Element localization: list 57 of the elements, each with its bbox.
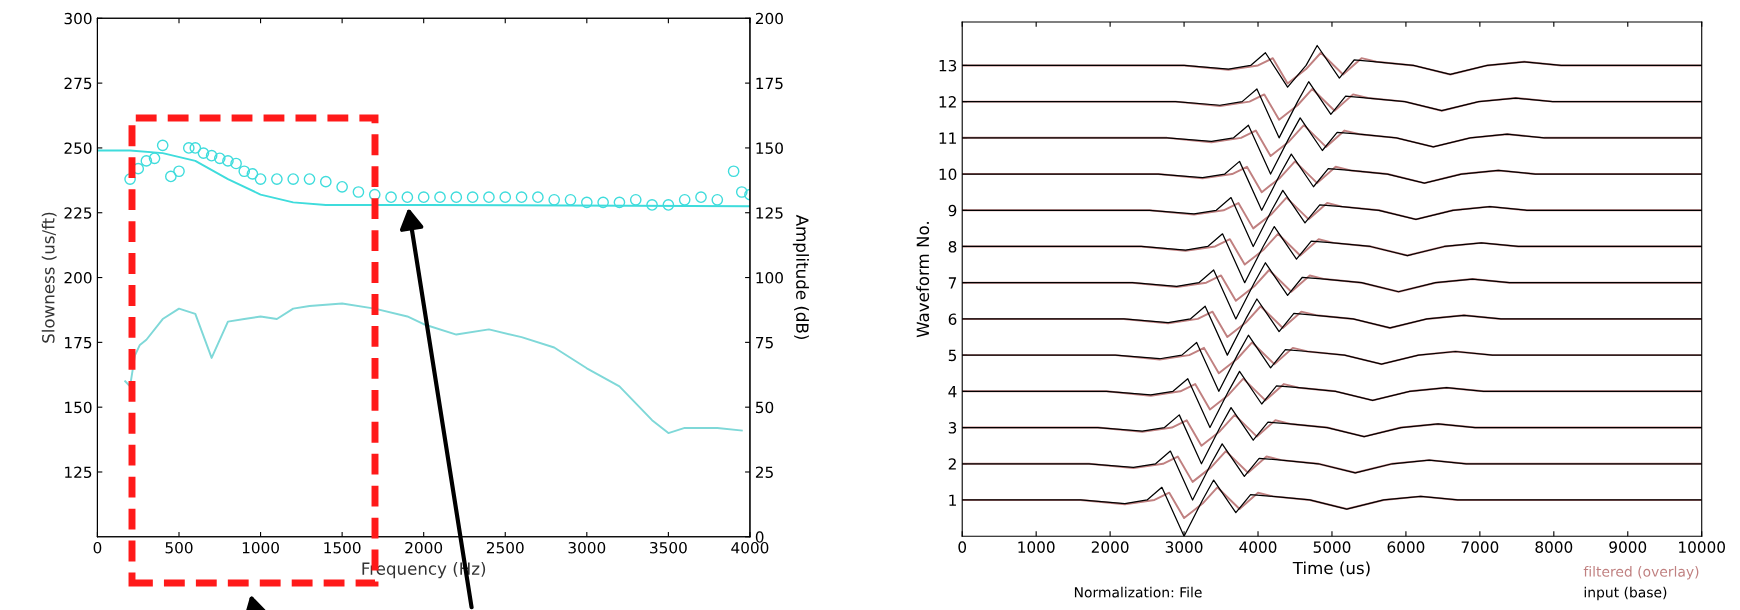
y-tick-label: 200 <box>64 272 92 284</box>
y2-tick-label: 100 <box>756 272 783 284</box>
y2-tick-label: 50 <box>755 401 774 414</box>
x-tick-label: 2000 <box>1091 541 1129 553</box>
text: Normalization: File <box>1074 586 1202 598</box>
x-tick-label: 5000 <box>1313 541 1351 553</box>
y-tick-label: 150 <box>65 401 92 414</box>
y2-tick-label: 0 <box>755 531 764 543</box>
y-tick-label: 225 <box>64 207 92 219</box>
x-tick-label: 1500 <box>324 541 361 554</box>
x-tick-label: 7000 <box>1461 541 1499 553</box>
y-tick-label: 11 <box>939 132 956 144</box>
x-tick-label: 3000 <box>1165 541 1203 553</box>
y2-tick-label: 175 <box>756 77 783 90</box>
y-axis-title: Waveform No. <box>916 222 930 338</box>
x-tick-label: 8000 <box>1535 541 1573 553</box>
x-tick-label: 3000 <box>568 541 606 554</box>
x-tick-label: 3500 <box>650 541 687 554</box>
y-tick-label: 250 <box>64 142 92 154</box>
y2-axis-title: Amplitude (dB) <box>792 214 809 339</box>
x-tick-label: 2500 <box>486 541 524 554</box>
y-tick-label: 10 <box>939 168 957 181</box>
y-tick-label: 1 <box>949 494 956 506</box>
y-tick-label: 7 <box>948 277 957 289</box>
y-axis-title: Slowness (us/ft) <box>41 212 57 343</box>
y-tick-label: 12 <box>939 96 956 108</box>
x-tick-label: 1000 <box>242 541 279 554</box>
x-tick-label: 0 <box>958 541 967 553</box>
x-tick-label: 10000 <box>1679 541 1726 553</box>
y-tick-label: 3 <box>948 422 957 434</box>
x-tick-label: 4000 <box>731 541 769 554</box>
y2-tick-label: 75 <box>756 337 773 349</box>
y-tick-label: 4 <box>948 386 957 398</box>
x-tick-label: 6000 <box>1387 541 1425 553</box>
x-tick-label: 500 <box>165 541 193 554</box>
y2-tick-label: 25 <box>755 466 773 479</box>
y-tick-label: 300 <box>64 12 92 25</box>
y2-tick-label: 125 <box>756 207 783 219</box>
y-tick-label: 125 <box>65 466 92 479</box>
y-tick-label: 9 <box>948 204 957 217</box>
x-tick-label: 4000 <box>1239 541 1277 553</box>
y-tick-label: 5 <box>948 349 957 362</box>
x-tick-label: 2000 <box>405 541 443 554</box>
text: input (base) <box>1584 586 1667 601</box>
text: filtered (overlay) <box>1583 566 1699 580</box>
y2-tick-label: 200 <box>755 12 783 25</box>
x-tick-label: 1000 <box>1018 541 1055 553</box>
y-tick-label: 275 <box>64 77 92 90</box>
y2-tick-label: 150 <box>756 142 783 154</box>
y-tick-label: 2 <box>948 458 956 470</box>
y-tick-label: 6 <box>948 313 957 325</box>
y-tick-label: 13 <box>939 59 957 72</box>
x-tick-label: 9000 <box>1609 541 1647 553</box>
x-axis-title: Time (us) <box>1292 561 1370 577</box>
y-tick-label: 175 <box>65 337 92 349</box>
x-tick-label: 0 <box>93 541 102 554</box>
y-tick-label: 8 <box>948 240 957 253</box>
